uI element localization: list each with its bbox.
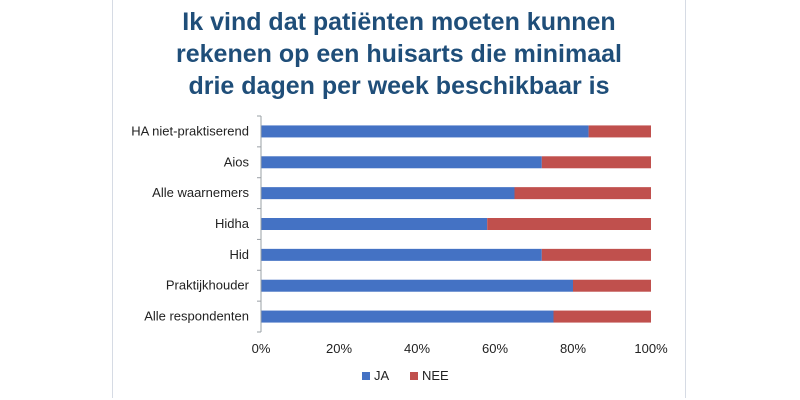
category-label: Hidha	[215, 216, 250, 231]
legend-swatch-ja	[362, 372, 370, 380]
legend-label-ja: JA	[374, 368, 390, 383]
bar-ja-3	[261, 218, 488, 230]
bar-nee-2	[514, 187, 651, 200]
x-tick-label: 20%	[326, 341, 352, 356]
chart-title: Ik vind dat patiënten moeten kunnen reke…	[112, 6, 686, 102]
x-tick-label: 80%	[560, 341, 586, 356]
category-label: Aios	[224, 154, 250, 169]
bar-ja-0	[261, 125, 589, 138]
category-label: Alle respondenten	[144, 309, 249, 324]
bar-nee-6	[553, 310, 651, 323]
bar-nee-1	[541, 156, 651, 169]
x-tick-label: 40%	[404, 341, 430, 356]
bar-ja-6	[261, 310, 554, 323]
x-tick-label: 60%	[482, 341, 508, 356]
x-tick-label: 0%	[252, 341, 271, 356]
chart-title-line-1: Ik vind dat patiënten moeten kunnen	[182, 8, 616, 36]
legend-label-nee: NEE	[422, 368, 449, 383]
x-tick-label: 100%	[634, 341, 668, 356]
bar-nee-0	[588, 125, 651, 138]
chart-title-line-3: drie dagen per week beschikbaar is	[188, 72, 610, 100]
bar-ja-4	[261, 248, 542, 261]
category-label: Hid	[229, 247, 249, 262]
bar-nee-5	[573, 279, 651, 292]
bar-ja-1	[261, 156, 542, 169]
category-label: HA niet-praktiserend	[131, 123, 249, 138]
chart-title-line-2: rekenen op een huisarts die minimaal	[176, 40, 622, 68]
bar-nee-4	[541, 248, 651, 261]
bar-ja-5	[261, 279, 573, 292]
chart-frame	[112, 0, 686, 398]
legend-swatch-nee	[410, 372, 418, 380]
bar-ja-2	[261, 187, 515, 200]
bar-nee-3	[487, 218, 651, 230]
category-label: Alle waarnemers	[152, 185, 249, 200]
category-label: Praktijkhouder	[166, 278, 250, 293]
